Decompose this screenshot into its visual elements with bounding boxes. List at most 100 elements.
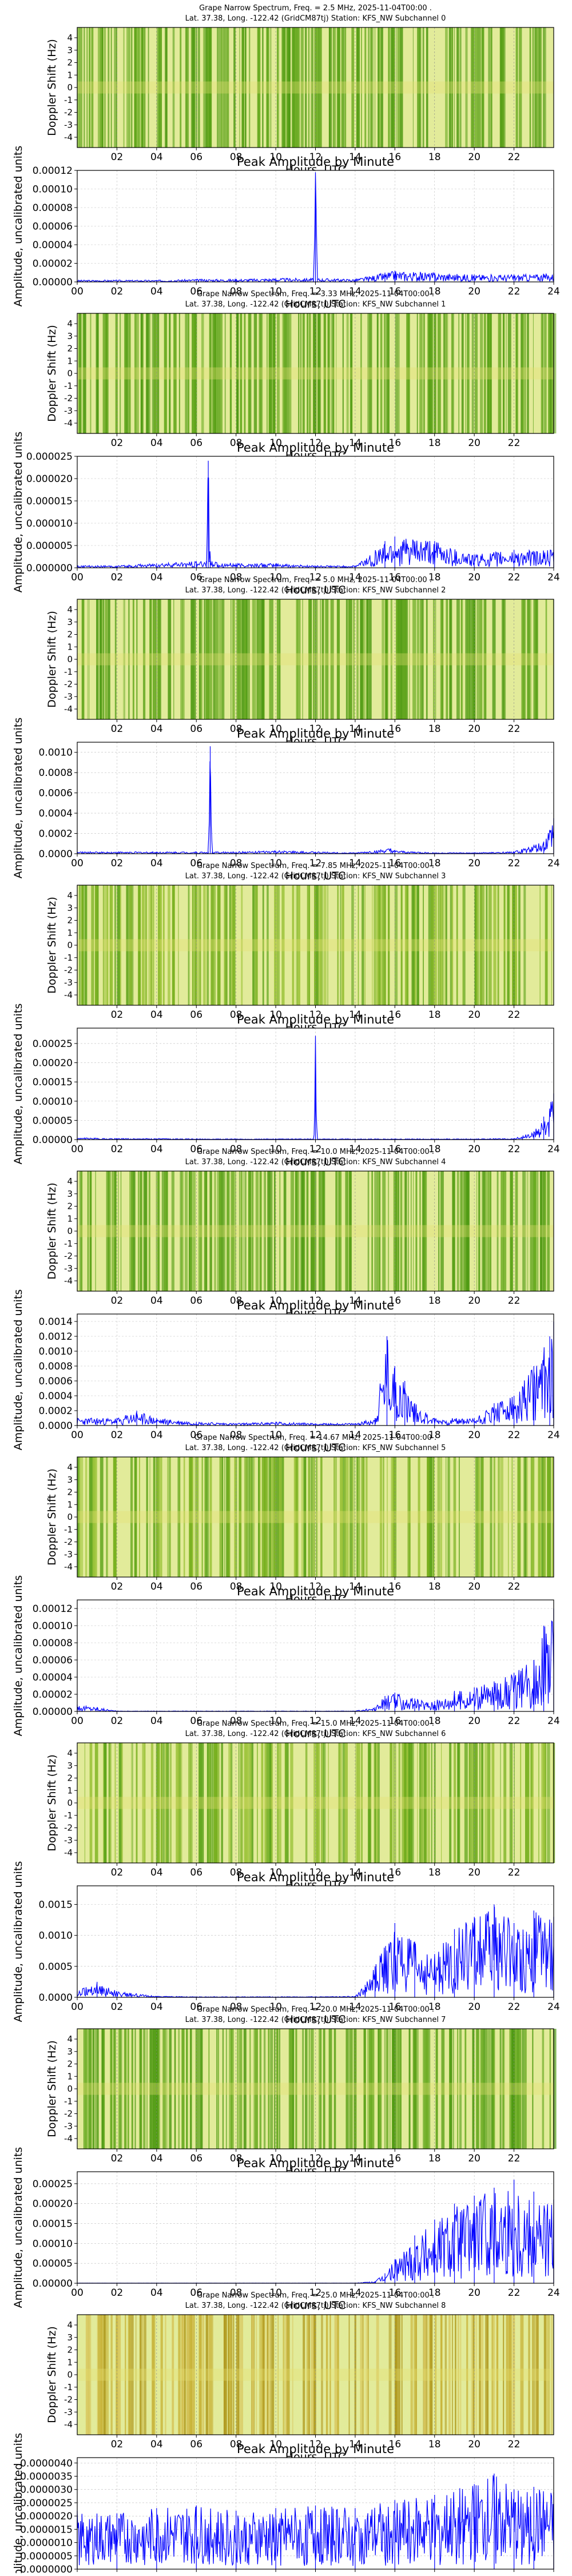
spectrogram-stripe bbox=[118, 1743, 122, 1863]
amplitude-ytick-label: 0.00000 bbox=[33, 1706, 73, 1718]
spectrogram-stripe bbox=[458, 1743, 460, 1863]
amplitude-xtick-label: 12 bbox=[309, 1144, 322, 1155]
amplitude-xtick-label: 22 bbox=[508, 286, 521, 297]
spectrogram-xtick-label: 22 bbox=[508, 437, 521, 449]
spectrogram-stripe bbox=[153, 599, 154, 719]
spectrogram-stripe bbox=[106, 885, 108, 1005]
spectrogram-stripe bbox=[340, 885, 341, 1005]
spectrogram-xtick-label: 04 bbox=[150, 2153, 163, 2164]
amplitude-ytick-label: 0.0004 bbox=[39, 808, 73, 819]
amplitude-xtick-label: 02 bbox=[111, 1144, 124, 1155]
spectrogram-stripe bbox=[341, 27, 344, 148]
spectrogram-stripe bbox=[492, 599, 496, 719]
spectrogram-stripe bbox=[231, 2029, 234, 2149]
spectrogram-ytick-label: 1 bbox=[67, 1499, 73, 1510]
spectrogram-xtick-label: 10 bbox=[269, 723, 282, 735]
spectrogram-stripe bbox=[300, 27, 303, 148]
amplitude-xtick-label: 10 bbox=[269, 2287, 282, 2299]
spectrogram-ytick-label: 2 bbox=[67, 630, 73, 640]
spectrogram-stripe bbox=[471, 313, 474, 433]
spectrogram-xtick-label: 16 bbox=[389, 2153, 402, 2164]
spectrogram-stripe bbox=[279, 599, 280, 719]
amplitude-ytick-label: 0.000025 bbox=[26, 451, 73, 463]
spectrogram-stripe bbox=[244, 27, 247, 148]
spectrogram-stripe bbox=[369, 599, 372, 719]
spectrogram-xtick-label: 10 bbox=[269, 152, 282, 163]
spectrogram-stripe bbox=[267, 1171, 271, 1291]
spectrogram-xtick-label: 22 bbox=[508, 723, 521, 735]
spectrogram-stripe bbox=[430, 2315, 433, 2435]
spectrogram-stripe bbox=[88, 2029, 92, 2149]
spectrogram-stripe bbox=[256, 2315, 257, 2435]
spectrogram-stripe bbox=[367, 2029, 369, 2149]
spectrogram-xtick-label: 06 bbox=[190, 1867, 202, 1878]
spectrogram-stripe bbox=[323, 313, 327, 433]
spectrogram-stripe bbox=[522, 1171, 526, 1291]
spectrogram-stripe bbox=[349, 1457, 350, 1577]
spectrogram-xtick-label: 14 bbox=[349, 2153, 362, 2164]
spectrogram-stripe bbox=[297, 27, 299, 148]
spectrogram-stripe bbox=[313, 599, 315, 719]
spectrogram-stripe bbox=[148, 1171, 150, 1291]
spectrogram-stripe bbox=[523, 885, 526, 1005]
spectrogram-stripe bbox=[146, 313, 149, 433]
spectrogram-ytick-label: 0 bbox=[67, 368, 73, 379]
amplitude-title: Peak Amplitude by Minute bbox=[237, 155, 394, 169]
spectrogram-stripe bbox=[515, 27, 518, 148]
spectrogram-stripe bbox=[361, 1743, 363, 1863]
spectrogram-ytick-label: 1 bbox=[67, 642, 73, 652]
amplitude-ytick-label: 0.00010 bbox=[33, 1096, 73, 1108]
spectrogram-stripe bbox=[128, 27, 130, 148]
spectrogram-stripe bbox=[87, 1171, 89, 1291]
spectrogram-stripe bbox=[551, 1457, 554, 1577]
spectrogram-stripe bbox=[251, 1171, 254, 1291]
spectrogram-stripe bbox=[507, 885, 509, 1005]
amplitude-ytick-label: 0.0002 bbox=[39, 829, 73, 840]
spectrogram-ytick-label: 2 bbox=[67, 2345, 73, 2355]
spectrogram-xtick-label: 08 bbox=[230, 152, 243, 163]
spectrogram-stripe bbox=[129, 885, 132, 1005]
spectrogram-stripe bbox=[274, 1171, 276, 1291]
spectrogram-ytick-label: 0 bbox=[67, 654, 73, 664]
spectrogram-stripe bbox=[458, 2315, 459, 2435]
spectrogram-stripe bbox=[144, 27, 146, 148]
amplitude-ytick-label: 0.0000035 bbox=[20, 2471, 73, 2483]
spectrogram-stripe bbox=[146, 2029, 148, 2149]
spectrogram-xtick-label: 10 bbox=[269, 437, 282, 449]
spectrogram-stripe bbox=[213, 313, 217, 433]
spectrogram-stripe bbox=[120, 313, 121, 433]
spectrogram-title-line1: Grape Narrow Spectrum, Freq. = 3.33 MHz,… bbox=[197, 290, 434, 298]
spectrogram-stripe bbox=[261, 2315, 264, 2435]
amplitude-xtick-label: 18 bbox=[428, 858, 441, 869]
spectrogram-stripe bbox=[200, 2029, 203, 2149]
spectrogram-stripe bbox=[366, 599, 368, 719]
spectrogram-stripe bbox=[497, 885, 499, 1005]
spectrogram-stripe bbox=[530, 599, 531, 719]
spectrogram-stripe bbox=[394, 885, 398, 1005]
spectrogram-stripe bbox=[295, 2029, 297, 2149]
spectrogram-stripe bbox=[241, 885, 243, 1005]
spectrogram-stripe bbox=[117, 2315, 121, 2435]
spectrogram-stripe bbox=[108, 1743, 110, 1863]
amplitude-xtick-label: 22 bbox=[508, 2287, 521, 2299]
spectrogram-stripe bbox=[264, 1171, 265, 1291]
spectrogram-stripe bbox=[335, 1171, 338, 1291]
amplitude-ytick-label: 0.0000000 bbox=[20, 2564, 73, 2573]
spectrogram-stripe bbox=[270, 599, 273, 719]
spectrogram-stripe bbox=[461, 1171, 463, 1291]
spectrogram-stripe bbox=[212, 1743, 213, 1863]
spectrogram-stripe bbox=[263, 2315, 265, 2435]
amplitude-xtick-label: 22 bbox=[508, 858, 521, 869]
spectrogram-stripe bbox=[282, 313, 284, 433]
spectrogram-stripe bbox=[364, 27, 367, 148]
spectrogram-stripe bbox=[262, 599, 264, 719]
spectrogram-stripe bbox=[160, 2315, 163, 2435]
spectrogram-stripe bbox=[456, 1171, 458, 1291]
spectrogram-stripe bbox=[297, 599, 300, 719]
spectrogram-stripe bbox=[240, 1743, 243, 1863]
spectrogram-stripe bbox=[394, 1457, 395, 1577]
spectrogram-stripe bbox=[231, 1171, 234, 1291]
spectrogram-ytick-label: -2 bbox=[64, 393, 73, 404]
spectrogram-stripe bbox=[89, 1457, 91, 1577]
spectrogram-stripe bbox=[317, 27, 321, 148]
